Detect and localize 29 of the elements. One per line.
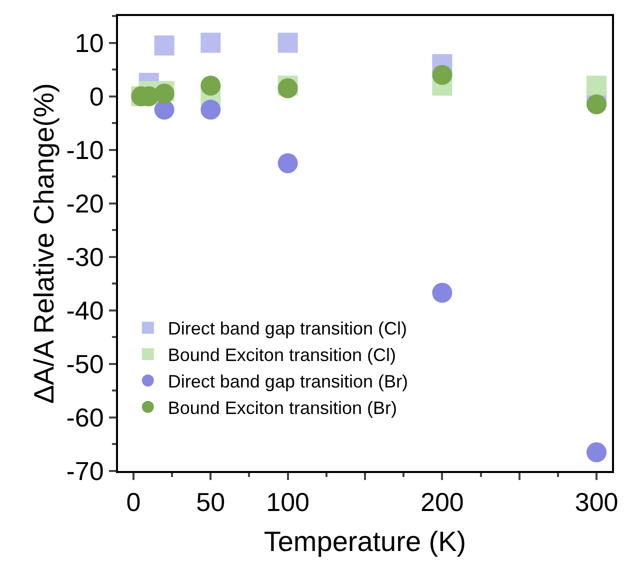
point	[154, 35, 174, 56]
legend-label: Direct band gap transition (Br)	[168, 372, 408, 392]
legend-label: Bound Exciton transition (Br)	[168, 398, 397, 418]
point	[200, 32, 221, 53]
x-tick-label: 300	[574, 487, 618, 518]
y-tick-label: -30	[66, 242, 104, 272]
x-tick-label: 200	[420, 487, 464, 518]
y-tick-label: -70	[66, 456, 104, 486]
x-tick-label: 0	[126, 487, 141, 518]
y-tick-label: 0	[89, 81, 104, 112]
point	[586, 442, 607, 462]
y-tick-label: -10	[66, 134, 104, 165]
x-tick-label: 50	[196, 487, 226, 518]
legend-label: Bound Exciton transition (Cl)	[168, 345, 396, 366]
point	[278, 32, 298, 53]
y-tick-label: -60	[66, 402, 104, 433]
y-tick-label: -20	[66, 188, 104, 218]
legend-label: Direct band gap transition (Cl)	[168, 318, 407, 339]
y-axis-title: ΔA/A Relative Change(%)	[28, 83, 60, 404]
point	[278, 153, 298, 174]
point	[200, 100, 221, 120]
y-tick-label: 10	[74, 28, 104, 58]
y-tick-label: -40	[66, 296, 104, 326]
x-tick-label: 100	[266, 487, 310, 518]
x-axis-title: Temperature (K)	[264, 526, 466, 557]
y-tick-label: -50	[66, 349, 104, 380]
point	[200, 76, 221, 96]
point	[432, 282, 452, 303]
point	[432, 64, 452, 85]
